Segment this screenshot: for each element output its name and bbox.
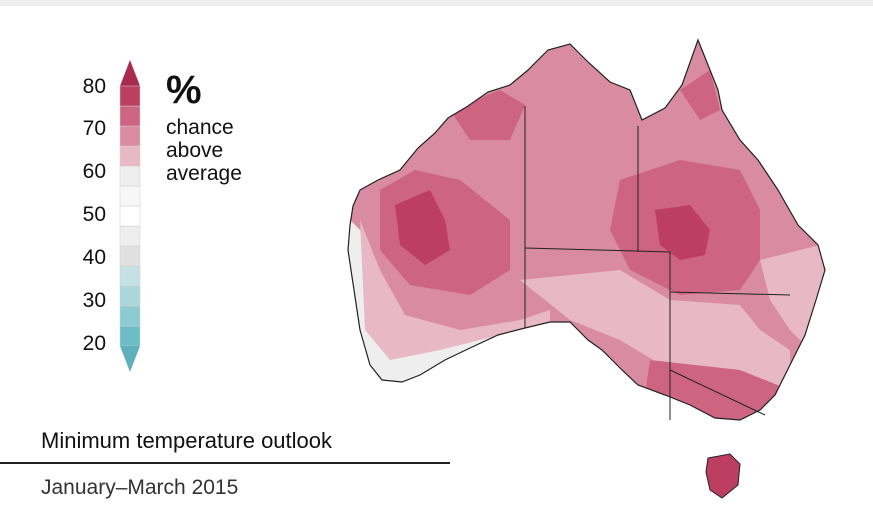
- legend-band-25-30: [119, 305, 141, 327]
- map-shading-southwest-inner: [360, 220, 550, 360]
- map-shading-queensland-core: [655, 205, 710, 260]
- legend-tick-40: 40: [82, 246, 106, 269]
- map-shading-south-band: [520, 270, 790, 390]
- top-strip: [0, 0, 873, 6]
- legend-tick-60: 60: [82, 160, 106, 183]
- map-title: Minimum temperature outlook: [41, 428, 333, 453]
- legend-band-35-40: [119, 265, 141, 287]
- legend-color-bar: [119, 60, 141, 372]
- legend-band-45-50: [119, 225, 141, 247]
- legend-band-20-25: [119, 325, 141, 347]
- title-divider: [0, 462, 450, 464]
- legend-band-40-45: [119, 245, 141, 267]
- legend-caption-line-1: chance: [166, 116, 234, 139]
- legend-caption-line-2: above: [166, 139, 224, 162]
- legend-tick-70: 70: [82, 117, 106, 140]
- legend-band-30-35: [119, 285, 141, 307]
- map-shading-west-core: [395, 190, 450, 265]
- legend-band-55-60: [119, 185, 141, 207]
- map-tasmania: [705, 453, 741, 499]
- legend-band-65-70: [119, 145, 141, 167]
- legend-tick-30: 30: [82, 289, 106, 312]
- legend-unit: %: [166, 68, 202, 112]
- legend: 80 70 60 50 40 30 20 % chance above aver…: [0, 0, 300, 380]
- legend-caption-line-3: average: [166, 162, 242, 185]
- map-subtitle: January–March 2015: [41, 476, 239, 499]
- legend-arrow-top: [120, 60, 140, 86]
- legend-band-75-80: [119, 105, 141, 127]
- legend-tick-50: 50: [82, 203, 106, 226]
- australia-map: [347, 39, 826, 499]
- map-border-nt-sa: [524, 247, 671, 253]
- legend-band-70-75: [119, 125, 141, 147]
- legend-tick-20: 20: [82, 332, 106, 355]
- legend-arrow-bottom: [120, 346, 140, 372]
- legend-band-80-85: [119, 85, 141, 107]
- legend-tick-80: 80: [82, 75, 106, 98]
- legend-band-60-65: [119, 165, 141, 187]
- map-border-nsw-vic: [669, 369, 766, 416]
- map-shading-cape-york: [680, 70, 720, 120]
- legend-band-50-55: [119, 205, 141, 227]
